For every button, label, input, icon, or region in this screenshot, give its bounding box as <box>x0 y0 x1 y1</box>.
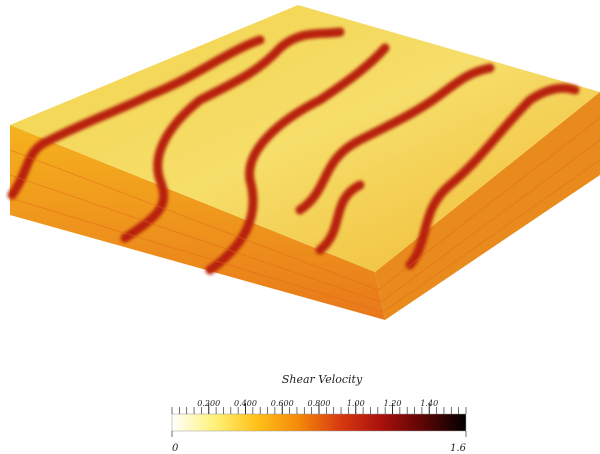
tick-label: 0.400 <box>234 399 257 408</box>
tick-label: 0.200 <box>197 399 220 408</box>
colorbar: Shear Velocity 0 1.6 0.200 0.400 0.600 0.80… <box>172 373 467 454</box>
tick-label: 1.20 <box>384 399 402 408</box>
tick-label: 0.800 <box>308 399 331 408</box>
tick-label: 1.40 <box>420 399 438 408</box>
tick-label: 1.00 <box>347 399 365 408</box>
colorbar-title: Shear Velocity <box>282 373 363 386</box>
colorbar-gradient <box>172 414 466 431</box>
tick-label: 0.600 <box>271 399 294 408</box>
colorbar-max-label: 1.6 <box>450 443 467 454</box>
visualization: Shear Velocity 0 1.6 0.200 0.400 0.600 0.80… <box>0 0 600 454</box>
colorbar-min-label: 0 <box>172 443 179 454</box>
terrain-slab <box>10 5 600 320</box>
